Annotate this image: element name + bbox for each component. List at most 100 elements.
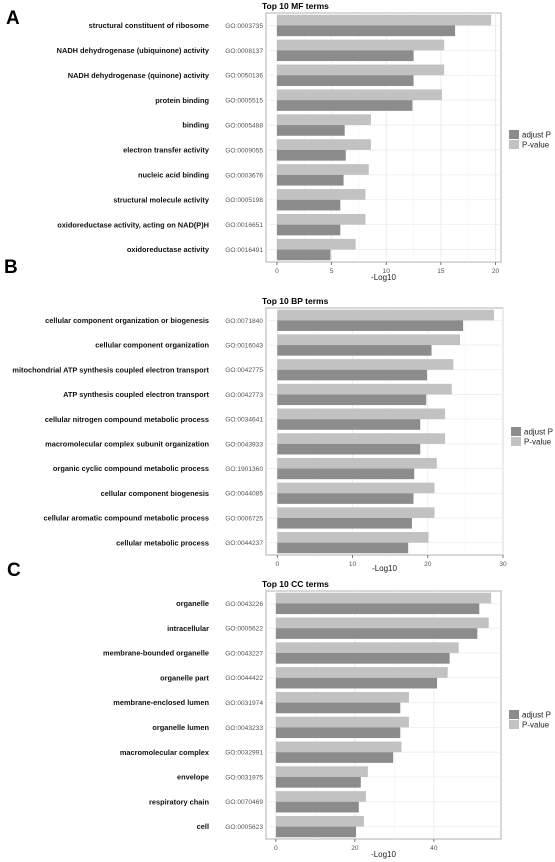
category-label: NADH dehydrogenase (ubiquinone) activity — [57, 46, 210, 55]
category-label: mitochondrial ATP synthesis coupled elec… — [12, 365, 209, 374]
category-label: cellular nitrogen compound metabolic pro… — [45, 415, 209, 424]
legend-label-adjust-p: adjust P — [522, 131, 551, 140]
category-label: electron transfer activity — [123, 146, 210, 155]
bar-p-value — [275, 617, 489, 629]
go-id-label: GO:0043933 — [225, 441, 263, 448]
category-label: cellular component biogenesis — [101, 489, 209, 498]
bar-adjust-p — [276, 50, 414, 62]
category-label: organelle — [176, 599, 209, 608]
legend-label-p-value: P-value — [524, 438, 552, 447]
bar-p-value — [277, 334, 461, 346]
x-tick-label: 10 — [383, 268, 391, 275]
x-axis-title: -Log10 — [372, 564, 397, 573]
go-id-label: GO:0008137 — [225, 48, 263, 55]
bar-adjust-p — [276, 174, 344, 186]
legend-swatch-adjust-p — [509, 130, 519, 139]
category-label: organelle lumen — [152, 723, 209, 732]
category-label: oxidoreductase activity — [127, 245, 210, 254]
go-id-label: GO:1901360 — [225, 466, 263, 473]
bar-adjust-p — [277, 369, 428, 381]
category-label: structural molecule activity — [113, 195, 210, 204]
category-label: ATP synthesis coupled electron transport — [63, 390, 209, 399]
category-label: cellular metabolic process — [116, 538, 209, 547]
category-label: oxidoreductase activity, acting on NAD(P… — [57, 220, 209, 229]
legend: adjust PP-value — [509, 710, 551, 730]
bar-p-value — [276, 164, 369, 175]
bar-p-value — [276, 114, 371, 126]
bar-p-value — [275, 592, 492, 604]
bar-p-value — [275, 815, 364, 827]
chart-panel-b: B Top 10 BP terms 0 10 20 30 GO:0071840 cellula… — [4, 257, 553, 573]
category-label: organic cyclic compound metabolic proces… — [53, 464, 209, 473]
x-tick-label: 15 — [437, 268, 445, 275]
bar-adjust-p — [277, 345, 432, 356]
x-axis-title: -Log10 — [371, 850, 396, 859]
bar-p-value — [277, 532, 429, 543]
go-id-label: GO:0005622 — [225, 626, 263, 633]
bar-adjust-p — [276, 100, 413, 111]
bar-adjust-p — [275, 628, 478, 639]
go-id-label: GO:0003676 — [225, 172, 263, 179]
category-label: membrane-enclosed lumen — [113, 698, 209, 707]
x-axis-title: -Log10 — [371, 273, 396, 282]
bar-p-value — [276, 213, 366, 225]
go-id-label: GO:0016651 — [225, 222, 263, 229]
bar-p-value — [277, 433, 446, 444]
x-tick-label: 20 — [424, 561, 432, 568]
bar-adjust-p — [276, 25, 456, 37]
category-label: macromolecular complex — [120, 748, 210, 757]
go-id-label: GO:0032991 — [225, 750, 263, 757]
bar-adjust-p — [275, 752, 394, 763]
category-label: membrane-bounded organelle — [103, 649, 209, 658]
bar-adjust-p — [275, 702, 401, 714]
category-label: protein binding — [155, 96, 209, 105]
bar-p-value — [276, 139, 371, 150]
legend-swatch-adjust-p — [511, 427, 521, 436]
x-tick-label: 20 — [492, 268, 500, 275]
bar-p-value — [277, 309, 494, 321]
bar-adjust-p — [276, 75, 414, 86]
go-id-label: GO:0044237 — [225, 540, 263, 547]
category-label: organelle part — [160, 673, 209, 682]
go-id-label: GO:0031974 — [225, 700, 263, 707]
legend-label-p-value: P-value — [522, 721, 550, 730]
bar-adjust-p — [275, 777, 361, 788]
bar-p-value — [277, 457, 437, 469]
go-id-label: GO:0043227 — [225, 650, 263, 657]
bar-adjust-p — [276, 125, 345, 136]
legend-label-adjust-p: adjust P — [524, 428, 553, 437]
go-id-label: GO:0009055 — [225, 147, 263, 154]
bar-adjust-p — [277, 320, 464, 331]
bar-adjust-p — [276, 199, 341, 211]
bar-p-value — [277, 359, 454, 370]
go-id-label: GO:0050136 — [225, 73, 263, 80]
legend: adjust PP-value — [511, 427, 553, 447]
legend-swatch-p-value — [509, 140, 519, 149]
category-label: envelope — [177, 773, 209, 782]
bar-p-value — [276, 189, 366, 200]
x-tick-label: 10 — [349, 561, 357, 568]
x-tick-label: 0 — [274, 845, 278, 852]
bar-p-value — [276, 238, 356, 250]
legend: adjust PP-value — [509, 130, 551, 150]
go-id-label: GO:0043226 — [225, 601, 263, 608]
x-tick-label: 0 — [275, 561, 279, 568]
bar-p-value — [277, 383, 452, 395]
go-id-label: GO:0070469 — [225, 799, 263, 806]
x-tick-label: 30 — [499, 561, 507, 568]
category-label: cellular component organization or bioge… — [45, 316, 209, 325]
category-label: cellular aromatic compound metabolic pro… — [43, 514, 209, 523]
go-id-label: GO:0044085 — [225, 491, 263, 498]
bar-adjust-p — [275, 801, 359, 813]
go-id-label: GO:0042773 — [225, 392, 263, 399]
go-id-label: GO:0016043 — [225, 342, 263, 349]
go-id-label: GO:0005198 — [225, 197, 263, 204]
chart-panel-c: C Top 10 CC terms 0 20 40 GO:0043226 organelle… — [7, 560, 551, 859]
legend-swatch-adjust-p — [509, 710, 519, 719]
chart-title: Top 10 BP terms — [262, 296, 329, 306]
bar-adjust-p — [276, 224, 341, 236]
chart-title: Top 10 MF terms — [262, 1, 329, 11]
category-label: NADH dehydrogenase (quinone) activity — [68, 71, 210, 80]
bar-p-value — [277, 408, 446, 420]
bar-adjust-p — [277, 419, 421, 430]
